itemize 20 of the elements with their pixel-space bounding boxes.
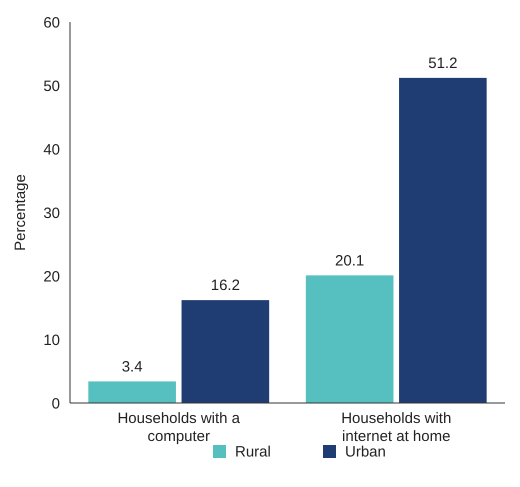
data-label: 20.1 [335,252,364,270]
y-tick-label: 60 [43,14,60,32]
y-axis-title: Percentage [12,174,29,251]
data-label: 51.2 [428,54,458,72]
y-tick-label: 30 [43,204,60,222]
data-label: 3.4 [122,358,143,376]
y-tick-label: 40 [43,141,60,158]
data-label: 16.2 [210,277,240,294]
y-tick-label: 10 [43,332,60,349]
x-tick-label: Households with internet at home [341,410,452,445]
bar [88,381,176,403]
y-tick-label: 20 [43,268,60,286]
x-tick-label: Households with a computer [117,410,241,445]
legend-label: Rural [235,443,271,460]
bar [306,275,394,403]
y-tick-label: 50 [43,78,60,95]
bar [182,300,270,403]
legend-label: Urban [345,443,386,460]
y-tick-label: 0 [52,395,60,412]
bar [399,78,487,403]
